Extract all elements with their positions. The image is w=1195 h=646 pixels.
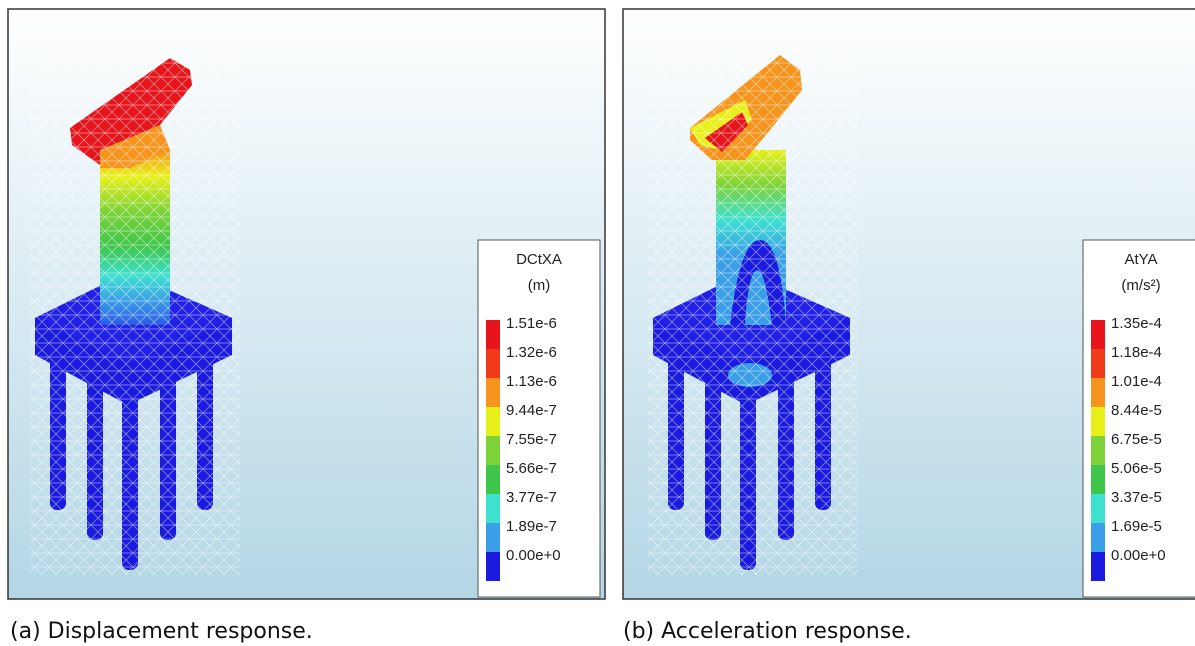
- legend-swatch: [486, 523, 500, 552]
- legend-label: 3.77e-7: [506, 489, 557, 506]
- figure: DCtXA (m) 1.51e-6 1.32e-6 1.13e-6 9.44e-7 7.55…: [0, 0, 1195, 646]
- legend-title: AtYA: [1124, 251, 1157, 268]
- legend-label: 5.66e-7: [506, 460, 557, 477]
- legend-label: 0.00e+0: [1111, 547, 1166, 564]
- model: [648, 55, 858, 575]
- legend-label: 6.75e-5: [1111, 431, 1162, 448]
- legend-swatch: [486, 320, 500, 349]
- caption: (b) Acceleration response.: [623, 619, 912, 644]
- legend-swatch: [1091, 523, 1105, 552]
- legend-swatch: [1091, 378, 1105, 407]
- legend-label: 9.44e-7: [506, 402, 557, 419]
- legend-swatch: [486, 465, 500, 494]
- legend-label: 1.51e-6: [506, 315, 557, 332]
- legend-swatch: [1091, 465, 1105, 494]
- legend-swatch: [486, 349, 500, 378]
- legend-swatch: [486, 552, 500, 581]
- legend-label: 1.13e-6: [506, 373, 557, 390]
- legend-swatch: [486, 494, 500, 523]
- legend-swatch: [486, 407, 500, 436]
- model: [30, 55, 240, 575]
- legend-label: 5.06e-5: [1111, 460, 1162, 477]
- legend-label: 1.32e-6: [506, 344, 557, 361]
- legend-unit: (m/s²): [1121, 277, 1160, 294]
- legend-title: DCtXA: [516, 251, 562, 268]
- legend-swatch: [486, 436, 500, 465]
- legend-label: 7.55e-7: [506, 431, 557, 448]
- legend-unit: (m): [528, 277, 551, 294]
- legend-swatch: [486, 378, 500, 407]
- legend-swatch: [1091, 494, 1105, 523]
- legend-label: 8.44e-5: [1111, 402, 1162, 419]
- legend-label: 1.35e-4: [1111, 315, 1162, 332]
- legend-swatch: [1091, 320, 1105, 349]
- legend-label: 1.18e-4: [1111, 344, 1162, 361]
- panel-a: [8, 9, 605, 599]
- page: DCtXA (m) 1.51e-6 1.32e-6 1.13e-6 9.44e-7 7.55…: [0, 0, 1195, 646]
- legend-label: 1.69e-5: [1111, 518, 1162, 535]
- legend-label: 0.00e+0: [506, 547, 561, 564]
- legend-swatch: [1091, 349, 1105, 378]
- legend-swatch: [1091, 552, 1105, 581]
- legend-label: 3.37e-5: [1111, 489, 1162, 506]
- legend-label: 1.01e-4: [1111, 373, 1162, 390]
- caption: (a) Displacement response.: [10, 619, 313, 644]
- legend-label: 1.89e-7: [506, 518, 557, 535]
- legend-swatch: [1091, 407, 1105, 436]
- panel-b: [623, 9, 1195, 599]
- legend-swatch: [1091, 436, 1105, 465]
